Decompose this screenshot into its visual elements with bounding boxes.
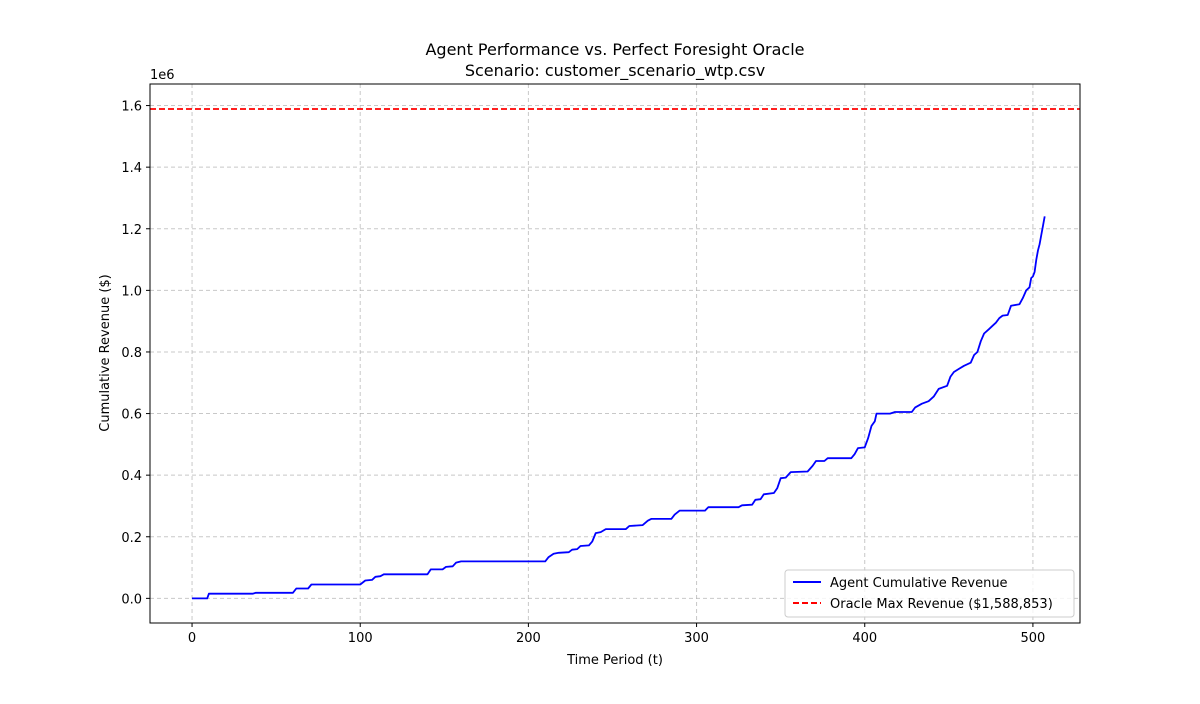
y-tick-label: 1.0	[121, 284, 142, 299]
legend-label-agent: Agent Cumulative Revenue	[830, 576, 1008, 591]
y-axis: 0.0 0.2 0.4 0.6 0.8 1.0 1.2 1.4 1.6	[121, 100, 150, 607]
chart-title: Agent Performance vs. Perfect Foresight …	[425, 40, 804, 59]
x-tick-label: 0	[188, 631, 196, 646]
y-tick-label: 1.2	[121, 223, 142, 238]
y-tick-label: 0.6	[121, 408, 142, 423]
y-tick-label: 0.8	[121, 346, 142, 361]
x-tick-label: 400	[852, 631, 877, 646]
chart-subtitle: Scenario: customer_scenario_wtp.csv	[465, 61, 765, 81]
legend-label-oracle: Oracle Max Revenue ($1,588,853)	[830, 597, 1053, 612]
legend-box	[784, 569, 1075, 618]
x-tick-label: 200	[516, 631, 541, 646]
grid	[150, 84, 1080, 623]
x-axis: 0 100 200 300 400 500	[188, 623, 1045, 646]
x-axis-label: Time Period (t)	[566, 653, 663, 668]
y-tick-label: 0.2	[121, 531, 142, 546]
y-tick-label: 0.4	[121, 469, 142, 484]
x-tick-label: 100	[348, 631, 373, 646]
y-tick-label: 1.6	[121, 100, 142, 115]
y-axis-label: Cumulative Revenue ($)	[98, 274, 113, 432]
x-tick-label: 500	[1020, 631, 1045, 646]
series-agent-cumulative-revenue-line	[192, 216, 1046, 600]
plot-frame	[149, 83, 1081, 624]
x-tick-label: 300	[684, 631, 709, 646]
legend: Agent Cumulative Revenue Oracle Max Reve…	[784, 569, 1075, 618]
y-tick-label: 0.0	[121, 592, 142, 607]
y-tick-label: 1.4	[121, 161, 142, 176]
y-multiplier-label: 1e6	[150, 68, 175, 83]
series-layer	[150, 108, 1080, 600]
